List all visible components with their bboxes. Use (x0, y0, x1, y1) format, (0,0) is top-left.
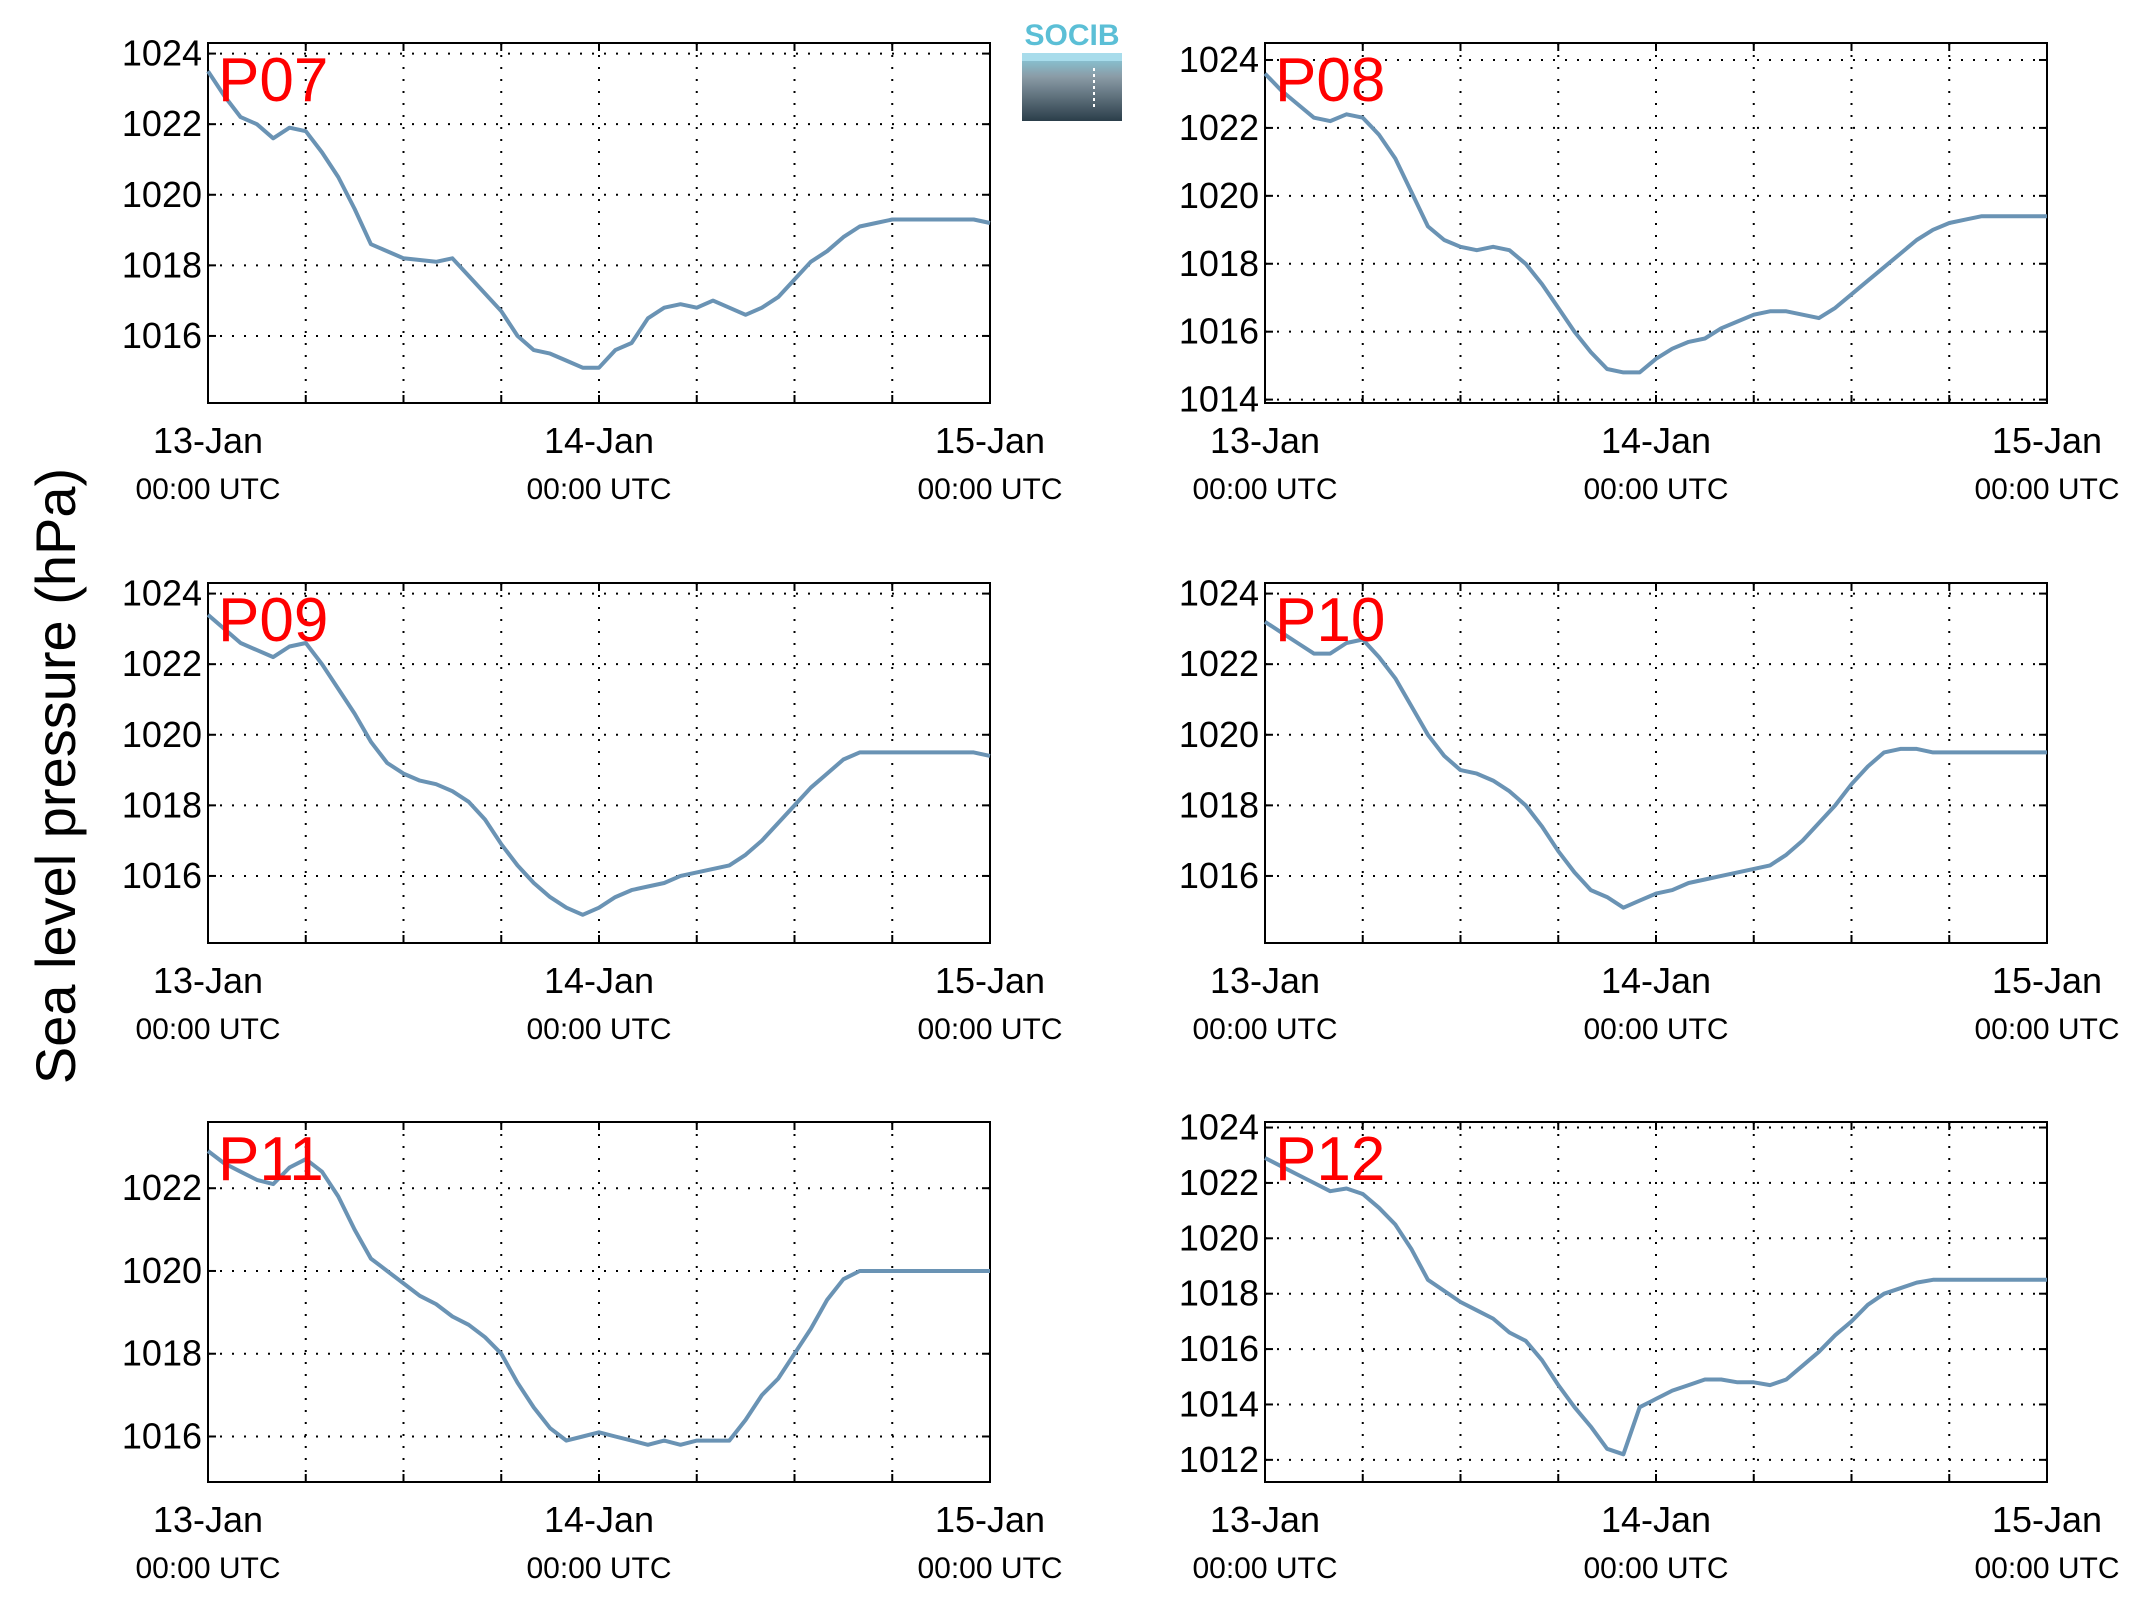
pressure-series-line (1264, 1156, 2047, 1457)
y-tick-label: 1020 (1179, 1217, 1259, 1258)
y-tick-label: 1016 (1179, 311, 1259, 352)
y-tick-label: 1018 (122, 784, 202, 825)
logo-mark (1022, 53, 1122, 121)
x-tick-date-label: 15-Jan (935, 420, 1045, 461)
y-tick-label: 1024 (1179, 573, 1259, 614)
y-tick-label: 1018 (1179, 784, 1259, 825)
logo-wave (1022, 53, 1122, 61)
chart-panel-p09: 1016 1018 1020 1022 1024 13-Jan 00:00 UTC 14-Ja… (122, 573, 1063, 1046)
x-tick-date-label: 13-Jan (1210, 1499, 1320, 1540)
x-tick-date-label: 15-Jan (935, 1499, 1045, 1540)
logo-text: SOCIB (1024, 19, 1119, 52)
chart-panel-p10: 1016 1018 1020 1022 1024 13-Jan 00:00 UTC 14-Ja… (1179, 573, 2120, 1046)
y-tick-label: 1024 (1179, 39, 1259, 80)
x-tick-time-label: 00:00 UTC (1974, 1552, 2119, 1585)
x-tick-time-label: 00:00 UTC (135, 1552, 280, 1585)
x-tick-time-label: 00:00 UTC (917, 1552, 1062, 1585)
x-tick-time-label: 00:00 UTC (1974, 473, 2119, 506)
x-tick-time-label: 00:00 UTC (135, 473, 280, 506)
y-tick-label: 1014 (1179, 379, 1259, 420)
y-tick-label: 1018 (1179, 1273, 1259, 1314)
x-tick-date-label: 15-Jan (935, 960, 1045, 1001)
y-tick-label: 1022 (1179, 107, 1259, 148)
panel-title: P11 (218, 1125, 324, 1194)
y-tick-label: 1022 (1179, 1162, 1259, 1203)
y-tick-label: 1022 (122, 643, 202, 684)
x-tick-date-label: 13-Jan (153, 960, 263, 1001)
y-tick-label: 1012 (1179, 1439, 1259, 1480)
x-tick-time-label: 00:00 UTC (1192, 473, 1337, 506)
socib-logo: SOCIB (1022, 19, 1122, 121)
x-tick-time-label: 00:00 UTC (135, 1013, 280, 1046)
y-tick-label: 1020 (122, 714, 202, 755)
panel-title: P09 (218, 586, 328, 655)
y-tick-label: 1020 (1179, 175, 1259, 216)
pressure-series-line (1263, 72, 2047, 375)
x-tick-date-label: 13-Jan (1210, 420, 1320, 461)
pressure-series-line (206, 1149, 990, 1447)
x-tick-time-label: 00:00 UTC (1583, 473, 1728, 506)
y-tick-label: 1018 (122, 244, 202, 285)
y-tick-label: 1022 (122, 1167, 202, 1208)
y-tick-label: 1022 (1179, 643, 1259, 684)
x-tick-date-label: 14-Jan (544, 1499, 654, 1540)
pressure-series-line (1263, 620, 2047, 910)
x-tick-time-label: 00:00 UTC (1192, 1013, 1337, 1046)
x-tick-date-label: 14-Jan (544, 420, 654, 461)
y-tick-label: 1024 (1179, 1107, 1259, 1148)
pressure-series-line (206, 613, 991, 917)
panel-title: P10 (1275, 586, 1385, 655)
x-tick-time-label: 00:00 UTC (526, 1013, 671, 1046)
panel-title: P07 (218, 46, 328, 115)
x-tick-date-label: 13-Jan (153, 1499, 263, 1540)
y-tick-label: 1016 (1179, 1328, 1259, 1369)
x-tick-time-label: 00:00 UTC (1583, 1552, 1728, 1585)
x-tick-date-label: 14-Jan (544, 960, 654, 1001)
x-tick-time-label: 00:00 UTC (526, 1552, 671, 1585)
x-tick-time-label: 00:00 UTC (917, 473, 1062, 506)
x-tick-time-label: 00:00 UTC (1974, 1013, 2119, 1046)
y-tick-label: 1020 (1179, 714, 1259, 755)
y-tick-label: 1016 (1179, 855, 1259, 896)
chart-panel-p12: 1012 1014 1016 1018 1020 1022 1024 13-Jan 00:00 … (1179, 1107, 2120, 1585)
x-tick-time-label: 00:00 UTC (1192, 1552, 1337, 1585)
y-tick-label: 1014 (1179, 1383, 1259, 1424)
y-tick-label: 1016 (122, 315, 202, 356)
x-tick-time-label: 00:00 UTC (917, 1013, 1062, 1046)
x-tick-time-label: 00:00 UTC (1583, 1013, 1728, 1046)
x-tick-date-label: 15-Jan (1992, 1499, 2102, 1540)
x-tick-date-label: 13-Jan (1210, 960, 1320, 1001)
chart-panel-p08: 1014 1016 1018 1020 1022 1024 13-Jan 00:00 UTC 1… (1179, 39, 2120, 506)
x-tick-date-label: 14-Jan (1601, 420, 1711, 461)
x-tick-date-label: 14-Jan (1601, 1499, 1711, 1540)
y-tick-label: 1016 (122, 1415, 202, 1456)
y-tick-label: 1020 (122, 174, 202, 215)
x-tick-date-label: 13-Jan (153, 420, 263, 461)
x-tick-time-label: 00:00 UTC (526, 473, 671, 506)
y-axis-label: Sea level pressure (hPa) (24, 468, 87, 1084)
y-tick-label: 1018 (122, 1333, 202, 1374)
panel-title: P08 (1275, 46, 1385, 115)
panels-container: 1016 1018 1020 1022 1024 13-Jan 00:00 UTC 14-Ja… (122, 33, 2120, 1585)
y-tick-label: 1018 (1179, 243, 1259, 284)
x-tick-date-label: 15-Jan (1992, 420, 2102, 461)
x-tick-date-label: 14-Jan (1601, 960, 1711, 1001)
chart-panel-p11: 1016 1018 1020 1022 13-Jan 00:00 UTC 14-Jan 00:… (122, 1121, 1063, 1585)
chart-panel-p07: 1016 1018 1020 1022 1024 13-Jan 00:00 UTC 14-Ja… (122, 33, 1063, 506)
y-tick-label: 1024 (122, 573, 202, 614)
panel-title: P12 (1275, 1125, 1385, 1194)
pressure-series-line (206, 70, 991, 370)
y-tick-label: 1024 (122, 33, 202, 74)
y-tick-label: 1020 (122, 1250, 202, 1291)
y-tick-label: 1016 (122, 855, 202, 896)
y-tick-label: 1022 (122, 103, 202, 144)
x-tick-date-label: 15-Jan (1992, 960, 2102, 1001)
